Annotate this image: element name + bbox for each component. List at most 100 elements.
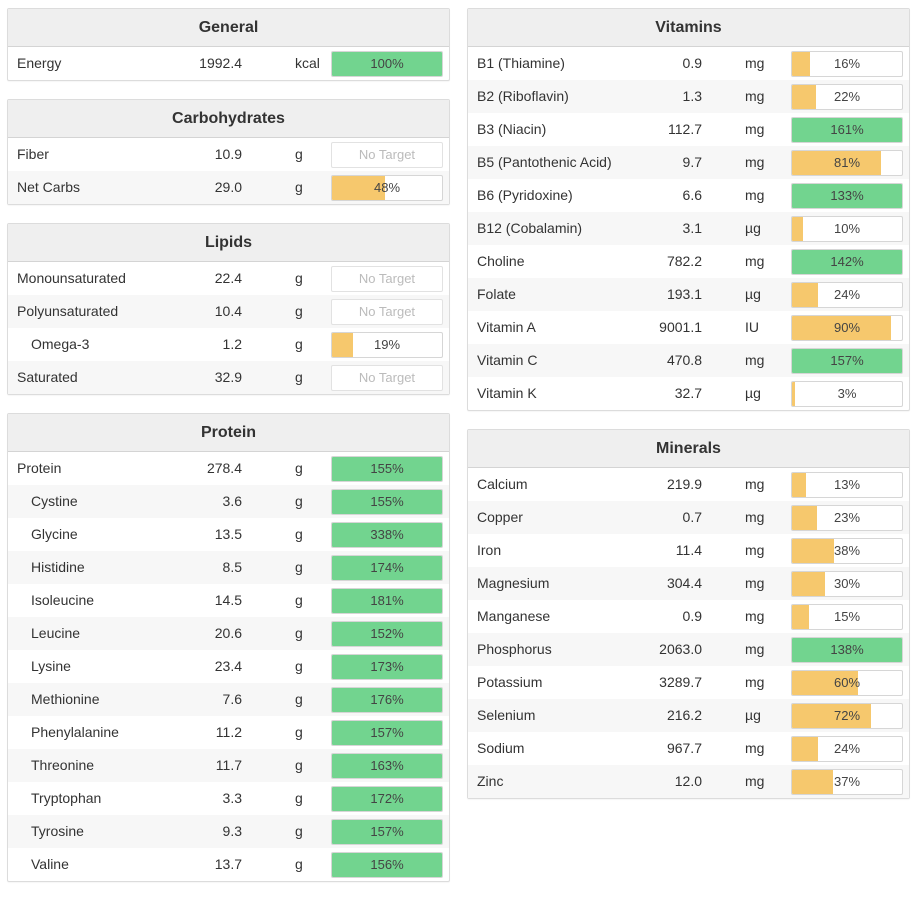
target-progress-bar: No Target [331, 142, 443, 168]
percent-label: 161% [830, 122, 864, 137]
nutrient-row-b2-riboflavin: B2 (Riboflavin) 1.3 mg 22% [468, 80, 909, 113]
panel-minerals: Minerals Calcium 219.9 mg 13% Copper 0.7 mg 23% I… [467, 429, 910, 799]
target-progress-bar: 30% [791, 571, 903, 597]
nutrient-amount: 0.9 [682, 608, 702, 624]
nutrient-row-protein: Protein 278.4 g 155% [8, 452, 449, 485]
progress-fill [792, 506, 818, 530]
nutrient-row-net-carbs: Net Carbs 29.0 g 48% [8, 171, 449, 204]
nutrient-row-omega-3: Omega-3 1.2 g 19% [8, 328, 449, 361]
progress-fill [792, 638, 902, 662]
nutrient-name: Omega-3 [31, 336, 90, 352]
nutrient-amount: 470.8 [666, 352, 702, 368]
nutrient-unit: mg [745, 352, 765, 368]
nutrient-name: Glycine [31, 526, 78, 542]
nutrient-name: Zinc [477, 773, 504, 789]
nutrient-amount: 1992.4 [199, 55, 242, 71]
nutrient-amount: 32.7 [674, 385, 702, 401]
percent-label: 155% [370, 461, 404, 476]
nutrient-name: Phosphorus [477, 641, 552, 657]
panel-general: General Energy 1992.4 kcal 100% [7, 8, 450, 81]
nutrient-amount: 22.4 [214, 270, 242, 286]
nutrient-row-saturated: Saturated 32.9 g No Target [8, 361, 449, 394]
nutrient-name: Lysine [31, 658, 71, 674]
progress-fill [792, 539, 834, 563]
nutrient-amount: 10.4 [214, 303, 242, 319]
progress-fill [792, 572, 825, 596]
percent-label: 60% [833, 675, 861, 690]
nutrient-name: Sodium [477, 740, 525, 756]
progress-fill [792, 316, 891, 340]
target-progress-bar: 60% [791, 670, 903, 696]
nutrient-amount: 7.6 [222, 691, 242, 707]
nutrient-amount: 13.5 [214, 526, 242, 542]
nutrient-amount: 2063.0 [659, 641, 702, 657]
nutrient-row-potassium: Potassium 3289.7 mg 60% [468, 666, 909, 699]
nutrient-amount: 14.5 [214, 592, 242, 608]
nutrient-name: B2 (Riboflavin) [477, 88, 569, 104]
nutrient-unit: g [295, 493, 303, 509]
progress-fill [332, 556, 442, 580]
target-progress-bar: 22% [791, 84, 903, 110]
nutrient-row-vitamin-c: Vitamin C 470.8 mg 157% [468, 344, 909, 377]
nutrient-amount: 13.7 [214, 856, 242, 872]
nutrient-unit: g [295, 658, 303, 674]
progress-fill [332, 333, 353, 357]
target-progress-bar: 138% [791, 637, 903, 663]
nutrient-row-cystine: Cystine 3.6 g 155% [8, 485, 449, 518]
target-progress-bar: 23% [791, 505, 903, 531]
nutrient-unit: g [295, 856, 303, 872]
nutrient-name: Cystine [31, 493, 78, 509]
progress-fill [792, 349, 902, 373]
target-progress-bar: 100% [331, 51, 443, 77]
percent-label: 19% [373, 337, 401, 352]
nutrient-row-zinc: Zinc 12.0 mg 37% [468, 765, 909, 798]
nutrient-name: Methionine [31, 691, 100, 707]
nutrient-amount: 23.4 [214, 658, 242, 674]
percent-label: 174% [370, 560, 404, 575]
nutrient-amount: 8.5 [222, 559, 242, 575]
nutrient-amount: 1.3 [682, 88, 702, 104]
nutrient-unit: mg [745, 674, 765, 690]
nutrient-unit: g [295, 724, 303, 740]
nutrient-name: B12 (Cobalamin) [477, 220, 583, 236]
progress-fill [792, 217, 803, 241]
nutrient-name: Calcium [477, 476, 528, 492]
target-progress-bar: 48% [331, 175, 443, 201]
target-progress-bar: 155% [331, 456, 443, 482]
percent-label: 37% [833, 774, 861, 789]
nutrient-amount: 20.6 [214, 625, 242, 641]
nutrient-name: Monounsaturated [17, 270, 126, 286]
progress-fill [792, 184, 902, 208]
progress-fill [792, 671, 858, 695]
nutrient-name: Manganese [477, 608, 551, 624]
progress-fill [792, 605, 809, 629]
panel-carbohydrates: Carbohydrates Fiber 10.9 g No Target Net Carb… [7, 99, 450, 205]
nutrient-unit: mg [745, 88, 765, 104]
nutrient-unit: mg [745, 187, 765, 203]
progress-fill [332, 490, 442, 514]
nutrient-row-methionine: Methionine 7.6 g 176% [8, 683, 449, 716]
nutrient-amount: 10.9 [214, 146, 242, 162]
nutrient-unit: g [295, 625, 303, 641]
nutrient-amount: 782.2 [666, 253, 702, 269]
percent-label: 157% [370, 725, 404, 740]
nutrient-row-vitamin-a: Vitamin A 9001.1 IU 90% [468, 311, 909, 344]
progress-fill [792, 52, 810, 76]
progress-fill [792, 473, 807, 497]
percent-label: 163% [370, 758, 404, 773]
nutrient-unit: g [295, 790, 303, 806]
target-progress-bar: 157% [791, 348, 903, 374]
target-progress-bar: No Target [331, 299, 443, 325]
nutrient-name: Histidine [31, 559, 85, 575]
nutrient-unit: mg [745, 509, 765, 525]
nutrient-unit: µg [745, 220, 761, 236]
panel-title: General [8, 9, 449, 47]
nutrient-unit: mg [745, 575, 765, 591]
nutrient-amount: 3.1 [682, 220, 702, 236]
percent-label: 142% [830, 254, 864, 269]
nutrient-row-manganese: Manganese 0.9 mg 15% [468, 600, 909, 633]
nutrient-amount: 11.4 [675, 542, 702, 558]
percent-label: 157% [830, 353, 864, 368]
nutrient-unit: kcal [295, 55, 320, 71]
nutrient-amount: 3289.7 [659, 674, 702, 690]
